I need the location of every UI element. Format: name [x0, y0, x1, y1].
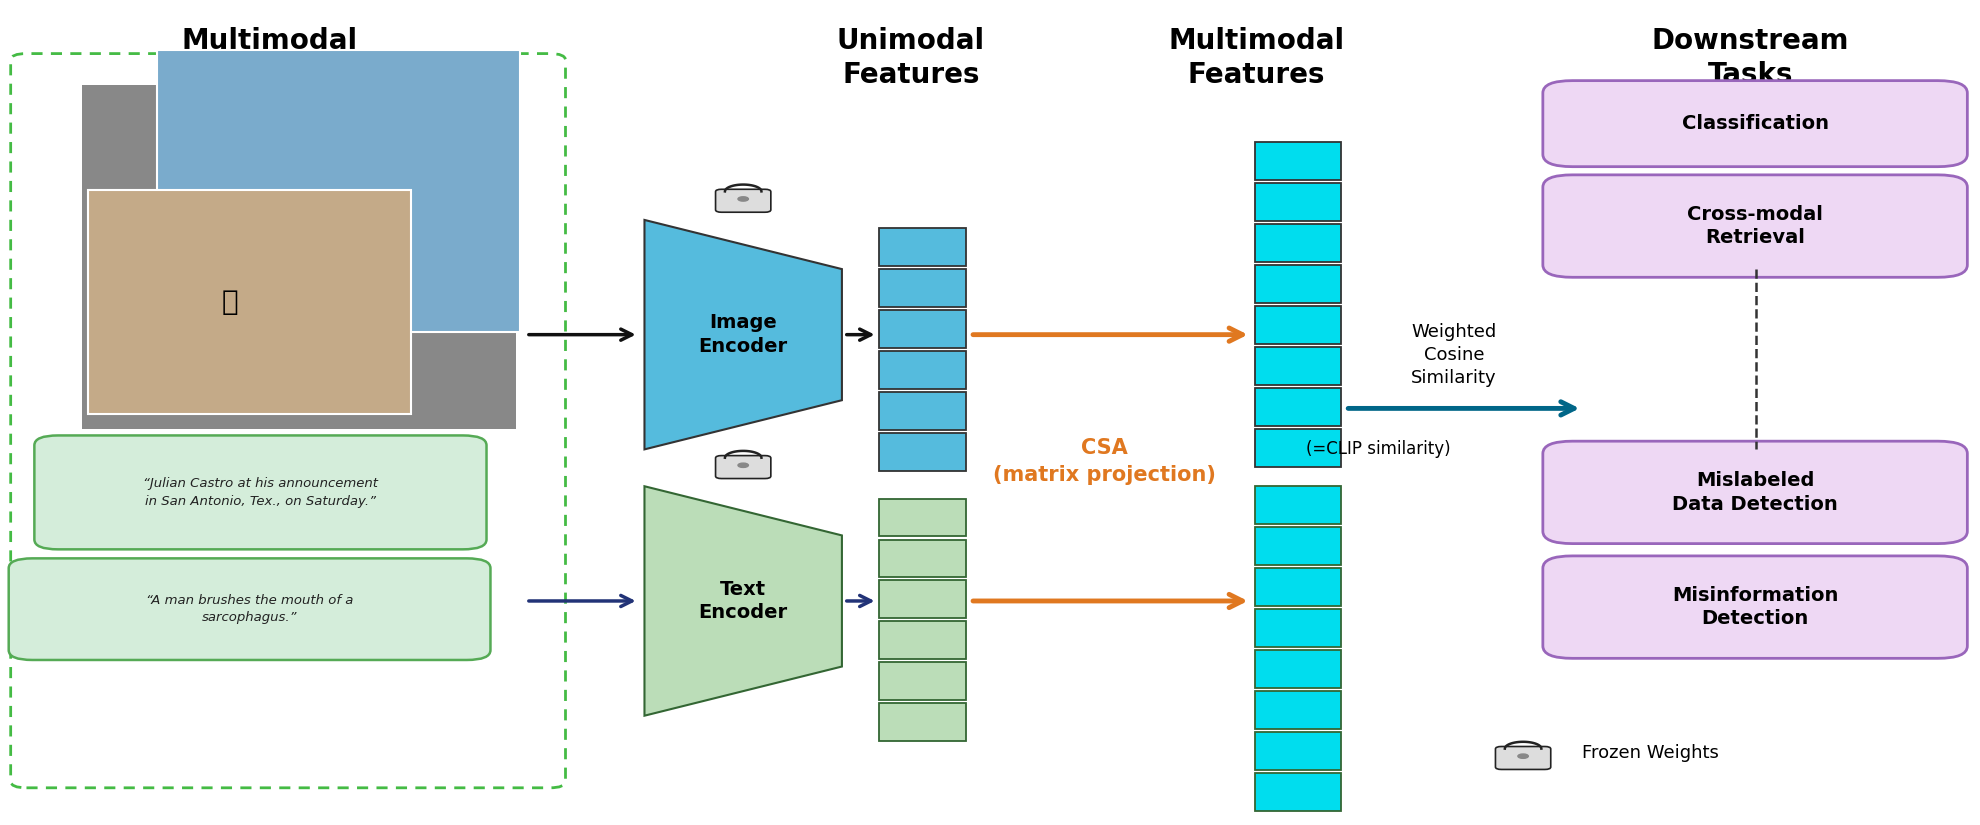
FancyBboxPatch shape: [879, 540, 966, 578]
FancyBboxPatch shape: [879, 229, 966, 266]
Text: 🌇: 🌇: [299, 189, 319, 218]
Text: Unimodal
Features: Unimodal Features: [838, 27, 986, 89]
FancyBboxPatch shape: [8, 559, 491, 660]
Text: Multimodal
Data: Multimodal Data: [182, 27, 358, 89]
Text: “A man brushes the mouth of a
sarcophagus.”: “A man brushes the mouth of a sarcophagu…: [147, 594, 352, 625]
Text: Text
Encoder: Text Encoder: [699, 580, 788, 622]
Circle shape: [1519, 754, 1529, 758]
FancyBboxPatch shape: [879, 351, 966, 389]
FancyBboxPatch shape: [1255, 306, 1342, 344]
FancyBboxPatch shape: [879, 621, 966, 659]
Circle shape: [739, 197, 748, 201]
FancyBboxPatch shape: [879, 310, 966, 348]
Polygon shape: [644, 220, 842, 450]
FancyBboxPatch shape: [1255, 183, 1342, 221]
FancyBboxPatch shape: [1255, 527, 1342, 565]
FancyBboxPatch shape: [1255, 142, 1342, 180]
FancyBboxPatch shape: [1542, 441, 1968, 544]
FancyBboxPatch shape: [1255, 691, 1342, 728]
FancyBboxPatch shape: [879, 662, 966, 700]
FancyBboxPatch shape: [1255, 265, 1342, 303]
Text: Downstream
Tasks: Downstream Tasks: [1651, 27, 1849, 89]
FancyBboxPatch shape: [715, 189, 770, 212]
FancyBboxPatch shape: [879, 704, 966, 741]
Text: (=CLIP similarity): (=CLIP similarity): [1307, 441, 1451, 459]
FancyBboxPatch shape: [715, 455, 770, 478]
FancyBboxPatch shape: [1255, 773, 1342, 811]
FancyBboxPatch shape: [879, 433, 966, 471]
FancyBboxPatch shape: [1255, 732, 1342, 770]
Circle shape: [739, 463, 748, 468]
FancyBboxPatch shape: [879, 498, 966, 536]
Text: Cross-modal
Retrieval: Cross-modal Retrieval: [1687, 205, 1824, 248]
FancyBboxPatch shape: [87, 190, 412, 414]
FancyBboxPatch shape: [1255, 568, 1342, 606]
Polygon shape: [644, 486, 842, 716]
FancyBboxPatch shape: [1255, 224, 1342, 262]
Bar: [81, 85, 517, 429]
FancyBboxPatch shape: [1255, 429, 1342, 467]
Text: Multimodal
Features: Multimodal Features: [1168, 27, 1344, 89]
Text: “Julian Castro at his announcement
in San Antonio, Tex., on Saturday.”: “Julian Castro at his announcement in Sa…: [143, 477, 378, 507]
Text: Classification: Classification: [1681, 114, 1830, 133]
FancyBboxPatch shape: [1542, 81, 1968, 167]
FancyBboxPatch shape: [1542, 175, 1968, 277]
FancyBboxPatch shape: [879, 269, 966, 307]
FancyBboxPatch shape: [1495, 747, 1550, 770]
Text: CSA
(matrix projection): CSA (matrix projection): [994, 438, 1216, 485]
FancyBboxPatch shape: [879, 581, 966, 618]
FancyBboxPatch shape: [156, 50, 521, 332]
FancyBboxPatch shape: [1542, 556, 1968, 658]
FancyBboxPatch shape: [34, 436, 487, 549]
FancyBboxPatch shape: [1255, 650, 1342, 688]
Text: Misinformation
Detection: Misinformation Detection: [1671, 586, 1837, 629]
FancyBboxPatch shape: [1255, 388, 1342, 426]
FancyBboxPatch shape: [1255, 347, 1342, 384]
Text: Frozen Weights: Frozen Weights: [1582, 743, 1719, 761]
Text: Weighted
Cosine
Similarity: Weighted Cosine Similarity: [1412, 323, 1497, 387]
FancyBboxPatch shape: [1255, 486, 1342, 524]
Text: Mislabeled
Data Detection: Mislabeled Data Detection: [1673, 471, 1837, 514]
Text: 🧑: 🧑: [222, 288, 238, 316]
FancyBboxPatch shape: [1255, 609, 1342, 647]
FancyBboxPatch shape: [879, 392, 966, 430]
Text: Image
Encoder: Image Encoder: [699, 314, 788, 356]
